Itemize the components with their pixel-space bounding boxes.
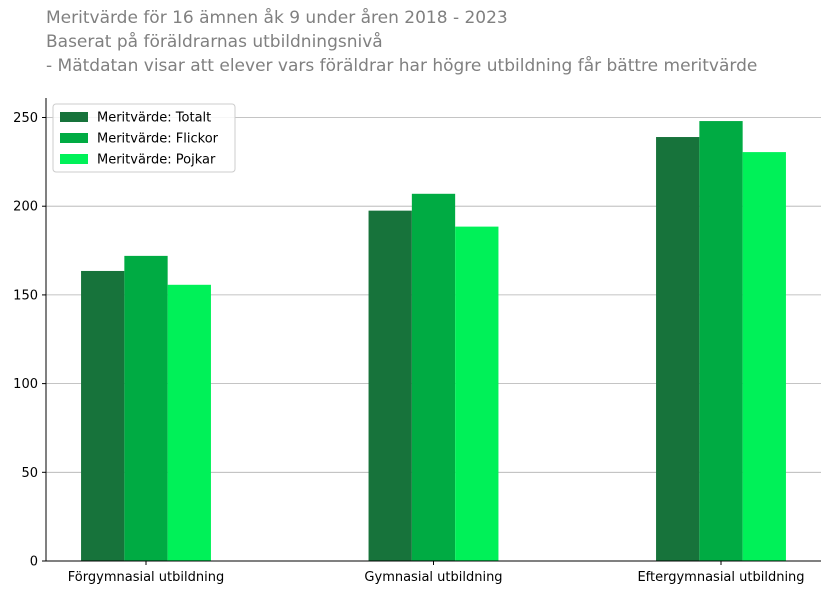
- y-tick-label: 50: [21, 466, 38, 481]
- bar: [81, 270, 125, 561]
- legend-swatch: [60, 154, 88, 164]
- chart-title-line-3: - Mätdatan visar att elever vars föräldr…: [46, 56, 758, 76]
- x-tick-label: Förgymnasial utbildning: [68, 570, 224, 585]
- bar: [656, 137, 700, 561]
- y-tick-label: 0: [30, 555, 38, 570]
- y-tick-label: 100: [13, 377, 38, 392]
- y-ticks: 0 50 100 150 200 250: [13, 111, 46, 570]
- y-tick-label: 150: [13, 288, 38, 303]
- x-ticks: Förgymnasial utbildning Gymnasial utbildn…: [68, 561, 805, 585]
- x-tick-label: Eftergymnasial utbildning: [637, 570, 804, 585]
- legend-swatch: [60, 133, 88, 143]
- legend-box: [52, 103, 236, 173]
- chart-title-line-1: Meritvärde för 16 ämnen åk 9 under åren …: [46, 8, 508, 28]
- bar: [411, 193, 456, 562]
- legend-label: Meritvärde: Flickor: [97, 132, 219, 147]
- legend-label: Meritvärde: Pojkar: [97, 153, 216, 168]
- chart-title-line-2: Baserat på föräldrarnas utbildningsnivå: [46, 32, 383, 52]
- bar: [742, 152, 786, 562]
- bar: [124, 255, 168, 561]
- legend-swatch: [60, 112, 88, 122]
- bars: [81, 121, 786, 562]
- y-tick-label: 250: [13, 111, 38, 126]
- bar: [368, 210, 412, 561]
- bar: [699, 121, 743, 561]
- legend: Meritvärde: Totalt Meritvärde: Flickor Mer…: [52, 103, 236, 173]
- chart-title: Meritvärde för 16 ämnen åk 9 under åren …: [46, 6, 757, 78]
- bar: [455, 226, 499, 561]
- legend-label: Meritvärde: Totalt: [97, 111, 211, 126]
- y-tick-label: 200: [13, 200, 38, 215]
- x-tick-label: Gymnasial utbildning: [364, 570, 502, 585]
- bar: [167, 284, 211, 561]
